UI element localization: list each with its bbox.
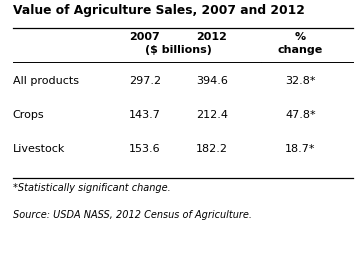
Text: 297.2: 297.2 — [129, 76, 161, 86]
Text: Value of Agriculture Sales, 2007 and 2012: Value of Agriculture Sales, 2007 and 201… — [13, 4, 304, 17]
Text: Crops: Crops — [13, 110, 44, 120]
Text: 32.8*: 32.8* — [285, 76, 316, 86]
Text: 394.6: 394.6 — [196, 76, 228, 86]
Text: %: % — [295, 32, 306, 42]
Text: 212.4: 212.4 — [196, 110, 228, 120]
Text: 2007: 2007 — [130, 32, 160, 42]
Text: 182.2: 182.2 — [196, 144, 228, 154]
Text: 2012: 2012 — [196, 32, 227, 42]
Text: ($ billions): ($ billions) — [145, 45, 212, 55]
Text: change: change — [278, 45, 323, 55]
Text: 143.7: 143.7 — [129, 110, 161, 120]
Text: Source: USDA NASS, 2012 Census of Agriculture.: Source: USDA NASS, 2012 Census of Agricu… — [13, 210, 252, 220]
Text: Livestock: Livestock — [13, 144, 65, 154]
Text: All products: All products — [13, 76, 79, 86]
Text: 47.8*: 47.8* — [285, 110, 316, 120]
Text: 153.6: 153.6 — [129, 144, 161, 154]
Text: *Statistically significant change.: *Statistically significant change. — [13, 183, 171, 193]
Text: 18.7*: 18.7* — [285, 144, 316, 154]
